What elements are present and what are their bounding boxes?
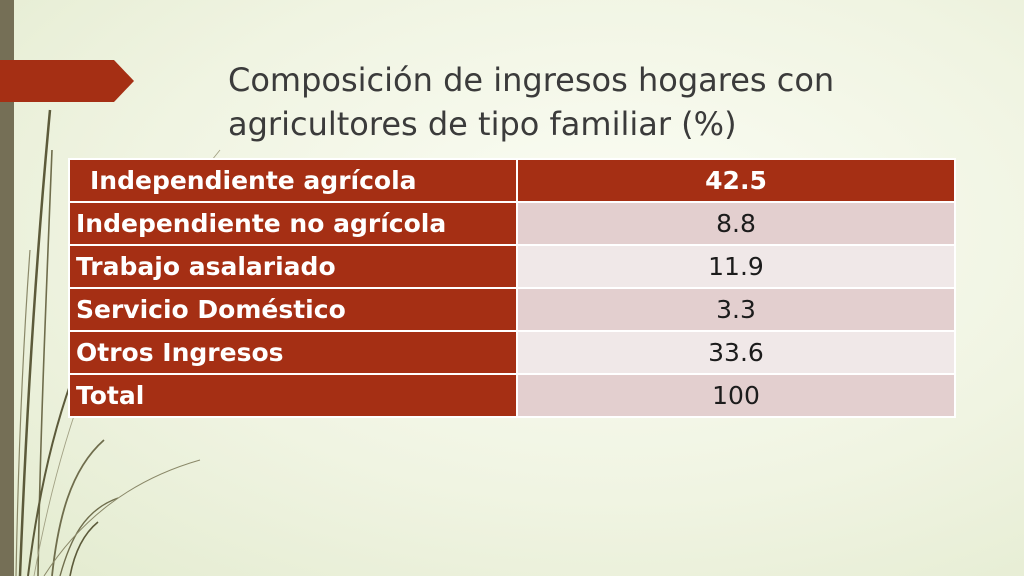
row-value: 11.9 bbox=[516, 244, 956, 289]
table-row: Total 100 bbox=[68, 373, 956, 418]
table-row: Servicio Doméstico 3.3 bbox=[68, 287, 956, 332]
table-row: Trabajo asalariado 11.9 bbox=[68, 244, 956, 289]
row-label: Total bbox=[68, 373, 518, 418]
row-label: Independiente agrícola bbox=[68, 158, 518, 203]
title-arrow-shape bbox=[0, 60, 134, 102]
slide-title: Composición de ingresos hogares con agri… bbox=[228, 61, 835, 143]
row-value: 3.3 bbox=[516, 287, 956, 332]
row-value: 42.5 bbox=[516, 158, 956, 203]
row-value: 33.6 bbox=[516, 330, 956, 375]
table-row: Independiente no agrícola 8.8 bbox=[68, 201, 956, 246]
row-label: Trabajo asalariado bbox=[68, 244, 518, 289]
table-row: Independiente agrícola 42.5 bbox=[68, 158, 956, 203]
row-label: Servicio Doméstico bbox=[68, 287, 518, 332]
row-value: 8.8 bbox=[516, 201, 956, 246]
row-value: 100 bbox=[516, 373, 956, 418]
row-label: Otros Ingresos bbox=[68, 330, 518, 375]
row-label: Independiente no agrícola bbox=[68, 201, 518, 246]
income-table: Independiente agrícola 42.5 Independient… bbox=[68, 158, 956, 418]
table-row: Otros Ingresos 33.6 bbox=[68, 330, 956, 375]
left-accent-bar bbox=[0, 0, 14, 576]
